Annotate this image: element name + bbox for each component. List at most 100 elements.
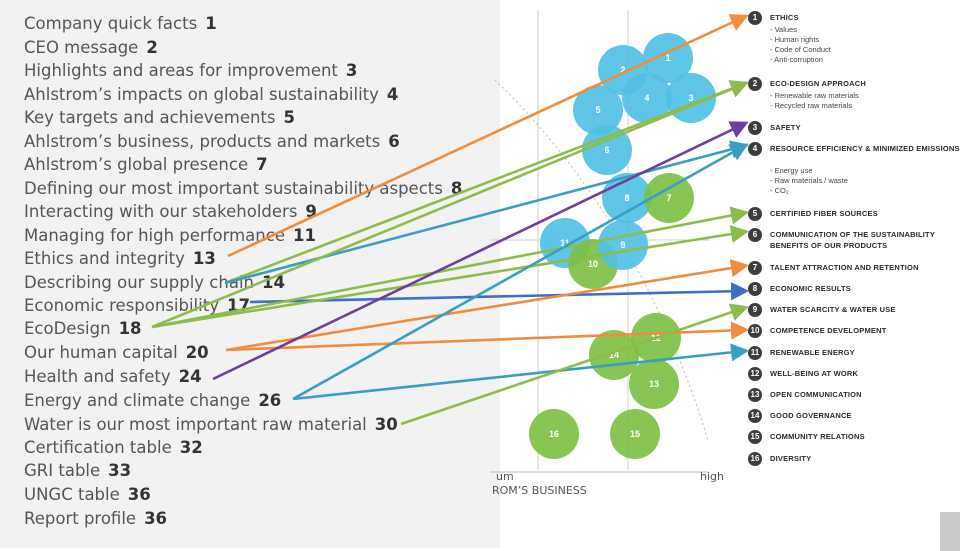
toc-item-page: 6 [388,132,400,151]
topic-number-badge: 6 [748,228,762,242]
topic-title: COMMUNICATION OF THE SUSTAINABILITY BENE… [770,230,935,250]
toc-item[interactable]: Our human capital 20 [24,342,209,364]
topic-title: ECONOMIC RESULTS [770,284,851,293]
toc-item[interactable]: Water is our most important raw material… [24,414,398,436]
bubble-label: 2 [620,65,625,75]
toc-item[interactable]: CEO message 2 [24,37,158,59]
toc-item-page: 9 [305,202,317,221]
bubble-label: 9 [620,240,625,250]
topic-title: GOOD GOVERNANCE [770,411,852,420]
bubble-label: 3 [688,93,693,103]
toc-item-label: EcoDesign [24,319,111,338]
toc-item-label: Report profile [24,509,137,528]
toc-item[interactable]: Health and safety 24 [24,366,202,388]
toc-item-page: 33 [108,461,132,480]
topic-number-badge: 11 [748,346,762,360]
toc-item-label: CEO message [24,38,139,57]
toc-item-label: Our human capital [24,343,178,362]
toc-item[interactable]: Defining our most important sustainabili… [24,178,462,200]
bubble-label: 1 [665,53,670,63]
toc-item[interactable]: GRI table 33 [24,460,131,482]
topic-sub-item: - Anti-corruption [770,55,823,64]
topic-title: WELL-BEING AT WORK [770,369,859,378]
topic-title: OPEN COMMUNICATION [770,390,862,399]
topic-title: COMMUNITY RELATIONS [770,432,865,441]
bubble-label: 12 [651,333,661,343]
toc-item-page: 4 [386,85,399,104]
topic-title: CERTIFIED FIBER SOURCES [770,209,878,218]
bubble-label: 15 [630,429,640,439]
bubble-label: 5 [595,105,600,115]
bubble-label: 7 [666,193,671,203]
topic-title: TALENT ATTRACTION AND RETENTION [770,263,919,272]
toc-item[interactable]: UNGC table 36 [24,484,151,506]
topic-number-badge: 15 [748,430,762,444]
toc-item[interactable]: Describing our supply chain 14 [24,272,285,294]
toc-item-label: Energy and climate change [24,391,251,410]
topic-title: RENEWABLE ENERGY [770,348,855,357]
topic-number-badge: 1 [748,11,762,25]
toc-item-page: 32 [179,438,203,457]
toc-item-page: 7 [256,155,268,174]
table-of-contents: Company quick facts 1 CEO message 2 Highligh… [0,0,500,548]
bubble-label: 16 [549,429,559,439]
topic-sub-item: - Renewable raw materials [770,91,859,100]
topic-sub-item: - Human rights [770,35,820,44]
toc-item-label: Ahlstrom’s business, products and market… [24,132,381,151]
toc-item[interactable]: Ahlstrom’s global presence 7 [24,154,268,176]
topic-sub-item: - Recycled raw materials [770,101,853,110]
topic-number-badge: 9 [748,303,762,317]
topic-title: DIVERSITY [770,454,812,463]
toc-item-label: Describing our supply chain [24,273,254,292]
toc-item-page: 26 [258,391,282,410]
bubble-label: 10 [588,259,598,269]
toc-item[interactable]: Energy and climate change 26 [24,390,281,412]
topic-title: ETHICS [770,13,799,22]
toc-item-label: Interacting with our stakeholders [24,202,298,221]
topic-number-badge: 12 [748,367,762,381]
toc-item[interactable]: Report profile 36 [24,508,167,530]
toc-item-page: 2 [146,38,158,57]
toc-item-page: 1 [205,14,217,33]
toc-item[interactable]: Company quick facts 1 [24,13,217,35]
toc-item-label: Ahlstrom’s global presence [24,155,249,174]
toc-item-label: Managing for high performance [24,226,285,245]
toc-item-page: 8 [450,179,463,198]
toc-item-label: Economic responsibility [24,296,219,315]
topic-title: COMPETENCE DEVELOPMENT [770,326,887,335]
topic-sub-item: - Raw materials / waste [770,176,848,185]
toc-item-page: 11 [292,226,316,245]
toc-item-page: 36 [144,509,168,528]
toc-item[interactable]: Certification table 32 [24,437,203,459]
topic-number-badge: 5 [748,207,762,221]
topic-title: RESOURCE EFFICIENCY & MINIMIZED EMISSION… [770,144,960,153]
toc-item-label: GRI table [24,461,101,480]
topic-number-badge: 8 [748,282,762,296]
toc-item-label: Ethics and integrity [24,249,185,268]
toc-item[interactable]: Economic responsibility 17 [24,295,250,317]
topic-sub-item: - Code of Conduct [770,45,831,54]
toc-item-page: 3 [345,61,358,80]
topic-number-badge: 7 [748,261,762,275]
corner-block [940,512,960,551]
toc-item-label: Ahlstrom’s impacts on global sustainabil… [24,85,379,104]
toc-item[interactable]: Ethics and integrity 13 [24,248,216,270]
topic-sub-item: - Values [770,25,797,34]
axis-low-label: um [496,470,514,483]
topic-number-badge: 3 [748,121,762,135]
toc-item[interactable]: Ahlstrom’s impacts on global sustainabil… [24,84,398,106]
toc-item[interactable]: Highlights and areas for improvement 3 [24,60,357,82]
topic-number-badge: 14 [748,409,762,423]
toc-item[interactable]: Managing for high performance 11 [24,225,316,247]
toc-item-label: Key targets and achievements [24,108,276,127]
toc-item[interactable]: EcoDesign 18 [24,318,142,340]
topic-number-badge: 2 [748,77,762,91]
toc-item-label: Health and safety [24,367,171,386]
toc-item-page: 24 [178,367,202,386]
toc-item[interactable]: Ahlstrom’s business, products and market… [24,131,400,153]
toc-item[interactable]: Interacting with our stakeholders 9 [24,201,317,223]
toc-item-label: Certification table [24,438,172,457]
toc-item-page: 13 [192,249,216,268]
toc-item[interactable]: Key targets and achievements 5 [24,107,295,129]
